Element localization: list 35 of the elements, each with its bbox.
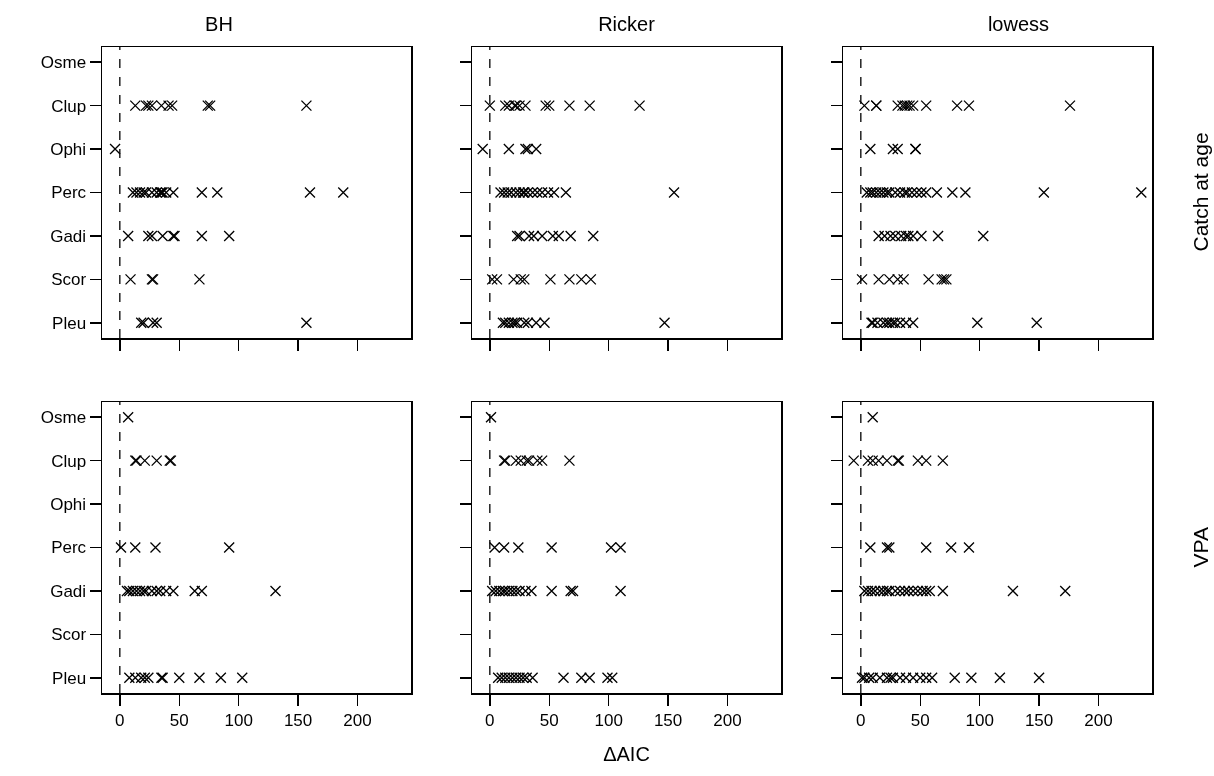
- x-tick-label: 150: [1024, 710, 1054, 730]
- y-tick-label: Scor: [51, 270, 87, 290]
- x-axis-title: ΔAIC: [603, 743, 650, 766]
- y-tick-label: Osme: [40, 53, 87, 73]
- x-tick-label: 100: [224, 710, 253, 730]
- y-tick-label: Clup: [51, 451, 87, 471]
- text: Catch at age: [1188, 132, 1212, 252]
- y-tick-label: Scor: [51, 625, 87, 645]
- x-tick-label: 0: [856, 710, 866, 730]
- chart-title: lowess: [987, 13, 1050, 35]
- x-tick-label: 0: [485, 710, 495, 730]
- y-tick-label: Ophi: [50, 140, 87, 160]
- x-tick-label: 200: [343, 710, 372, 730]
- x-tick-label: 0: [115, 710, 125, 730]
- x-tick-label: 100: [965, 710, 994, 730]
- x-tick-label: 50: [169, 710, 189, 730]
- y-tick-label: Perc: [51, 538, 87, 558]
- y-tick-label: Pleu: [52, 668, 87, 688]
- x-tick-label: 150: [283, 710, 313, 730]
- y-tick-label: Ophi: [50, 495, 87, 515]
- y-tick-label: Perc: [51, 183, 87, 203]
- chart-title: Ricker: [598, 13, 656, 35]
- text: VPA: [1188, 527, 1212, 568]
- y-tick-label: Pleu: [52, 313, 87, 333]
- x-tick-label: 100: [594, 710, 623, 730]
- x-tick-label: 150: [653, 710, 683, 730]
- x-tick-label: 200: [1084, 710, 1113, 730]
- x-tick-label: 50: [539, 710, 559, 730]
- y-tick-label: Gadi: [50, 581, 87, 601]
- chart-title: BH: [205, 13, 233, 35]
- y-tick-label: Gadi: [50, 226, 87, 246]
- y-tick-label: Clup: [51, 96, 87, 116]
- x-tick-label: 200: [713, 710, 742, 730]
- y-tick-label: Osme: [40, 408, 87, 428]
- x-tick-label: 50: [910, 710, 930, 730]
